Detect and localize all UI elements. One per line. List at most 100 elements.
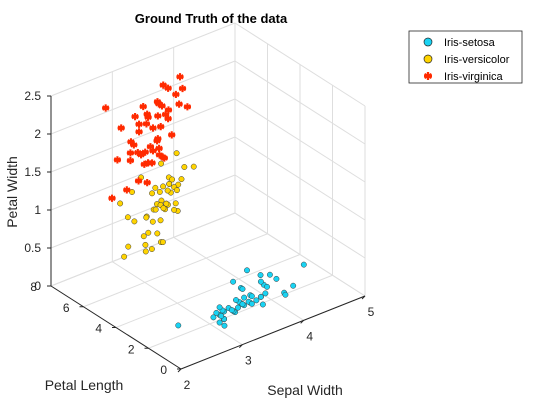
grid-line (83, 233, 268, 308)
data-point (239, 286, 246, 292)
legend-label: Iris-virginica (444, 71, 504, 83)
legend-label: Iris-setosa (444, 37, 496, 49)
data-point (126, 149, 135, 157)
data-point (108, 194, 116, 202)
grid-line (50, 174, 236, 249)
data-point (149, 147, 157, 155)
grid-line (234, 136, 366, 221)
data-point (154, 230, 161, 237)
x-tick-label: 4 (306, 329, 313, 343)
data-point (300, 261, 307, 268)
legend-item: Iris-versicolor (423, 54, 510, 66)
legend-item: Iris-virginica (423, 71, 504, 83)
data-point (262, 290, 269, 297)
data-point (148, 159, 156, 167)
data-point (139, 102, 147, 111)
y-tick-label: 4 (95, 322, 102, 336)
data-point (282, 291, 289, 298)
data-point (154, 135, 162, 143)
data-point (143, 110, 151, 118)
data-point (266, 271, 273, 278)
data-point (253, 297, 260, 304)
data-point (125, 243, 132, 250)
x-tick-label: 5 (368, 305, 375, 319)
data-point (113, 156, 122, 164)
data-point (213, 309, 220, 316)
data-point (142, 120, 151, 128)
data-point (157, 217, 164, 224)
data-point (143, 214, 150, 221)
x-tick-label: 2 (184, 378, 191, 392)
legend: Iris-setosa Iris-versicolor Iris-virginica (408, 30, 523, 84)
data-point (155, 144, 163, 152)
series-iris-setosa (175, 261, 307, 329)
x-axis-label: Sepal Width (267, 382, 342, 398)
grid-line (50, 22, 236, 97)
data-point (160, 205, 167, 212)
data-point (145, 229, 152, 236)
data-point (149, 190, 156, 197)
y-tick-label: 0 (160, 363, 167, 377)
data-point (244, 267, 250, 274)
data-point (137, 151, 145, 159)
data-point (146, 143, 155, 151)
data-point (235, 304, 241, 311)
data-point (241, 294, 248, 301)
data-point (140, 233, 147, 240)
data-point (172, 90, 180, 99)
data-point (178, 176, 185, 183)
data-point (149, 124, 157, 132)
y-tick-label: 6 (63, 301, 70, 315)
grid-line (50, 98, 236, 173)
point-layer (102, 73, 307, 329)
data-point (259, 301, 266, 308)
data-point (176, 73, 184, 81)
data-point (117, 124, 125, 132)
data-point (163, 200, 170, 207)
data-point (233, 297, 239, 303)
data-point (190, 163, 197, 170)
axis-layer (47, 95, 366, 373)
data-point (178, 84, 187, 93)
data-point (221, 322, 228, 329)
data-point (143, 179, 151, 187)
data-point (216, 304, 223, 311)
z-tick-label: 2.5 (24, 89, 41, 103)
grid-layer (50, 22, 366, 370)
grid-line (234, 60, 366, 145)
data-point (175, 322, 182, 329)
data-point (140, 160, 148, 168)
data-point (142, 241, 149, 248)
data-point (166, 181, 173, 187)
z-tick-label: 0 (34, 279, 41, 293)
data-point (121, 253, 128, 260)
series-iris-virginica (102, 73, 192, 202)
y-tick-label: 8 (30, 280, 37, 294)
data-point (173, 150, 180, 157)
data-point (155, 100, 163, 108)
data-point (154, 112, 162, 120)
data-point (164, 84, 172, 92)
legend-item: Iris-setosa (423, 37, 496, 49)
data-point (248, 300, 255, 307)
data-point (210, 314, 217, 321)
data-point (248, 293, 255, 300)
data-point (159, 239, 166, 246)
data-point (156, 188, 163, 195)
data-point (171, 206, 178, 213)
y-axis-label: Petal Length (45, 377, 124, 393)
data-point (124, 214, 131, 221)
data-point (127, 138, 135, 146)
data-point (158, 102, 166, 110)
grid-line (50, 60, 236, 135)
data-point (144, 159, 152, 167)
y-tick-label: 2 (128, 342, 135, 356)
legend-marker (423, 37, 433, 47)
grid-line (234, 98, 366, 183)
data-point (131, 112, 139, 121)
data-point (131, 218, 138, 225)
data-point (117, 200, 124, 207)
data-point (160, 154, 168, 162)
